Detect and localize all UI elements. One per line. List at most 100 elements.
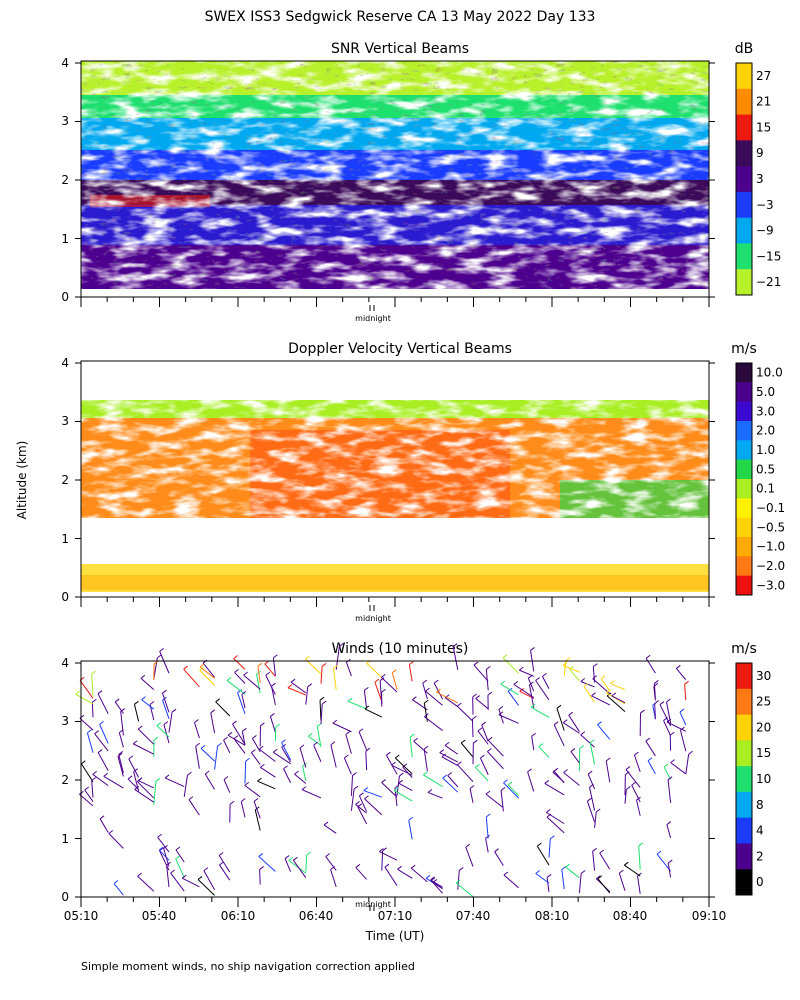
wind-barb-flag — [519, 666, 524, 671]
wind-barb-flag — [503, 779, 508, 784]
wind-barb — [529, 684, 535, 709]
wind-barb — [618, 872, 626, 891]
colorbar-label: 0.5 — [756, 462, 775, 476]
wind-barb — [384, 866, 398, 886]
wind-barb — [168, 712, 173, 733]
wind-barb — [546, 877, 550, 893]
wind-barb — [379, 851, 398, 861]
wind-barb — [507, 784, 519, 796]
wind-barb — [578, 873, 582, 894]
snr-y-ticks: 0 1 2 3 4 — [61, 56, 69, 304]
wind-barb-flag — [120, 708, 126, 712]
wind-barb-flag — [156, 722, 162, 727]
wind-barb — [381, 677, 398, 693]
snr-panel: SNR Vertical Beams 0 1 2 3 4 midnight — [61, 41, 710, 323]
wind-barb-flag — [163, 721, 169, 725]
wind-barb — [430, 879, 443, 888]
colorbar-frame — [735, 362, 753, 596]
winds-xtick: 09:10 — [692, 909, 727, 923]
wind-barb — [666, 824, 672, 839]
wind-barb — [113, 883, 124, 896]
wind-barb — [132, 743, 155, 755]
colorbar-label: 27 — [756, 69, 771, 83]
wind-barb — [199, 669, 215, 686]
wind-barb-flag — [227, 731, 233, 736]
wind-barb-flag — [332, 719, 338, 724]
wind-barb — [410, 867, 428, 883]
wind-barb-flag — [624, 861, 629, 866]
wind-barb-flag — [442, 774, 448, 779]
wind-barb-flag — [217, 742, 222, 747]
wind-barb — [457, 764, 474, 783]
wind-barb — [481, 724, 489, 742]
colorbar-swatch — [736, 714, 752, 741]
wind-barb-flag — [391, 669, 397, 674]
wind-barb-flag — [306, 851, 312, 856]
winds-ytick: 4 — [61, 656, 69, 670]
colorbar-swatch — [736, 363, 752, 383]
wind-barb-flag — [134, 700, 139, 705]
wind-barb-flag — [669, 731, 675, 736]
wind-barb — [513, 683, 535, 698]
wind-barb — [118, 754, 124, 774]
wind-barb — [562, 722, 580, 734]
wind-barb-flag — [330, 741, 336, 746]
wind-barb-flag — [307, 732, 313, 737]
wind-barb — [381, 782, 398, 798]
wind-barb-flag — [187, 771, 192, 776]
wind-barb — [597, 878, 611, 894]
wind-barb — [254, 809, 261, 831]
wind-barb-flag — [472, 715, 477, 720]
wind-barb-flag — [455, 879, 461, 884]
wind-barb — [226, 680, 246, 695]
wind-barb-flag — [475, 695, 480, 699]
winds-panel: Winds (10 minutes) 0 1 2 3 4 05:10 05:40… — [61, 641, 726, 943]
winds-y-ticks: 0 1 2 3 4 — [61, 656, 69, 904]
wind-barb-flag — [570, 748, 576, 752]
wind-barb-flag — [535, 870, 541, 874]
wind-barb-flag — [611, 692, 617, 697]
wind-barb — [243, 674, 261, 690]
wind-barb — [469, 788, 474, 803]
wind-barb-flag — [359, 792, 364, 797]
wind-barb-flag — [640, 709, 645, 714]
wind-barb — [656, 853, 671, 872]
wind-barb — [358, 795, 368, 812]
wind-barb-flag — [379, 848, 384, 852]
wind-barb — [355, 804, 367, 814]
wind-barb — [423, 774, 443, 788]
colorbar-swatch — [736, 63, 752, 90]
wind-barb — [234, 672, 246, 684]
wind-barb — [363, 690, 368, 709]
wind-barb — [159, 850, 170, 871]
wind-barb-flag — [425, 874, 431, 879]
wind-barb — [241, 694, 246, 709]
wind-barb-flag — [223, 776, 229, 780]
wind-barb-flag — [498, 705, 504, 710]
wind-barb — [663, 766, 672, 780]
wind-barb — [530, 706, 550, 718]
wind-barb-flag — [469, 785, 475, 789]
wind-barb — [675, 668, 687, 680]
colorbar-label: 21 — [756, 95, 771, 109]
wind-barb — [485, 816, 489, 839]
wind-barb — [427, 792, 443, 799]
wind-barb — [679, 711, 687, 726]
wind-barb — [164, 777, 185, 788]
snr-ytick: 0 — [61, 290, 69, 304]
wind-barb-flag — [423, 699, 429, 704]
wind-barb-flag — [272, 748, 278, 753]
wind-barb — [161, 693, 170, 713]
wind-barb — [313, 744, 322, 763]
wind-barb-flag — [481, 721, 487, 726]
wind-barb — [487, 751, 504, 770]
wind-barb — [589, 742, 596, 765]
wind-barb-flag — [441, 753, 447, 758]
wind-barb-flag — [580, 731, 585, 736]
wind-barb — [166, 865, 170, 888]
wind-barb — [610, 683, 626, 691]
wind-barb — [487, 739, 504, 757]
wind-barb — [158, 849, 170, 861]
wind-barb — [281, 747, 292, 763]
colorbar-swatch — [736, 440, 752, 461]
